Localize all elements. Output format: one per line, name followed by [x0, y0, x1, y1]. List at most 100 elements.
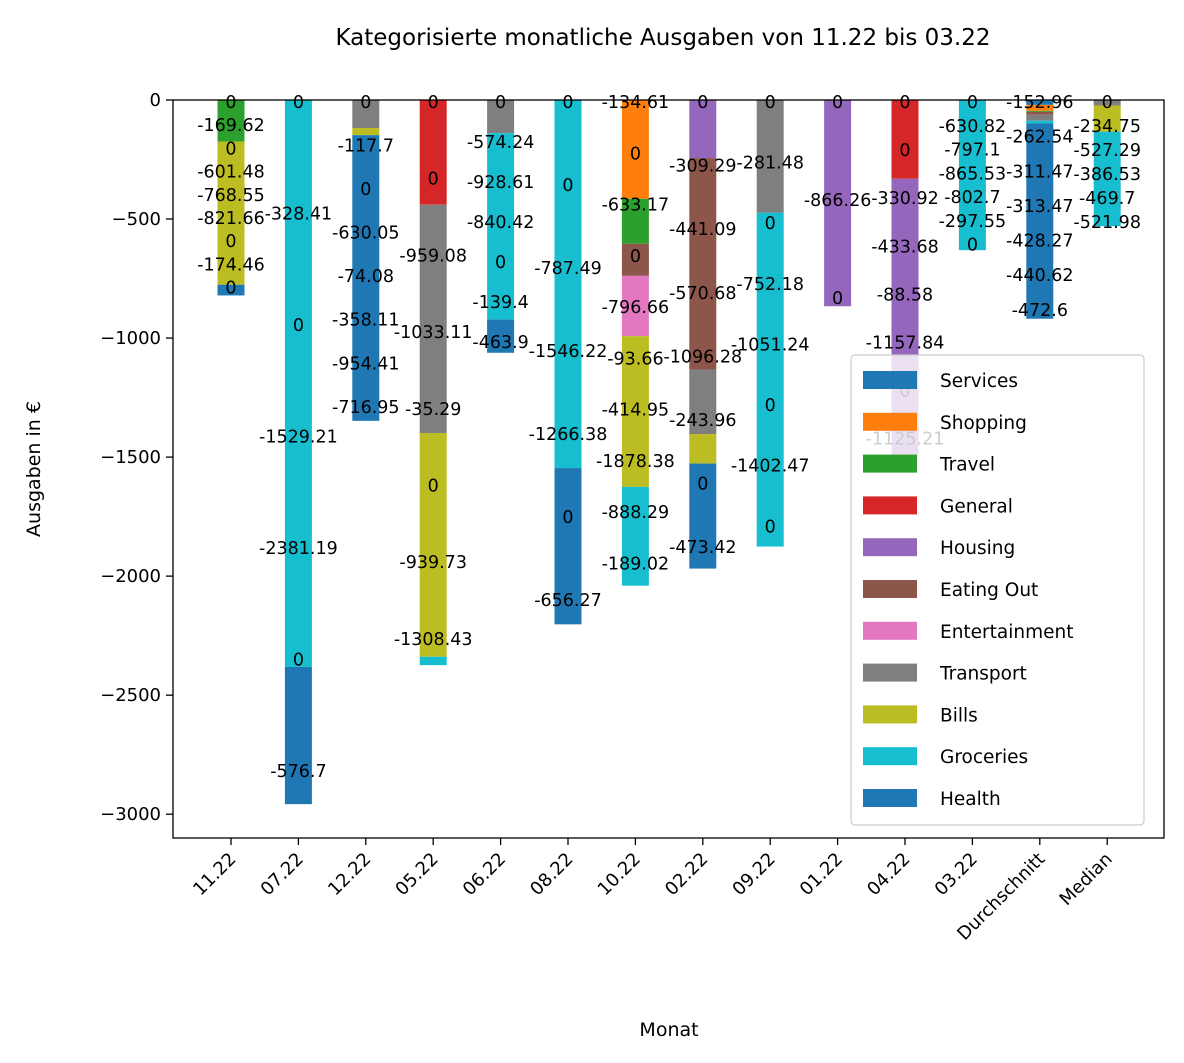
data-label: 0 — [967, 236, 978, 256]
data-label: -601.48 — [197, 163, 265, 183]
bar-segment — [1026, 114, 1054, 121]
data-label: -939.73 — [399, 553, 467, 573]
data-label: 0 — [765, 396, 776, 416]
legend-label: Services — [940, 371, 1018, 392]
bar-segment — [419, 100, 447, 205]
data-label: 0 — [225, 93, 236, 113]
bar-segment — [1026, 104, 1054, 111]
bar-segment — [419, 656, 447, 666]
legend: Services Shopping Travel General Housing Eati… — [850, 354, 1145, 826]
data-label: 0 — [225, 139, 236, 159]
y-tick-label: −500 — [112, 209, 161, 230]
bar-segment — [419, 433, 447, 657]
bar-segment — [217, 284, 245, 296]
data-label: -441.09 — [669, 220, 737, 240]
x-tick-label: 06.22 — [459, 849, 510, 900]
bar-segment — [621, 243, 649, 276]
bar-segment — [487, 319, 515, 353]
legend-label: Entertainment — [940, 622, 1074, 643]
data-label: -570.68 — [669, 284, 737, 304]
data-label: -656.27 — [534, 591, 602, 611]
data-label: -768.55 — [197, 186, 265, 206]
bar-segment — [621, 198, 649, 244]
legend-swatch — [863, 371, 917, 389]
data-label: 0 — [360, 93, 371, 113]
data-label: -865.53 — [939, 164, 1007, 184]
data-label: -88.58 — [877, 285, 933, 305]
data-label: -309.29 — [669, 157, 737, 177]
data-label: -787.49 — [534, 259, 602, 279]
data-label: -954.41 — [332, 354, 400, 374]
data-label: -630.05 — [332, 224, 400, 244]
y-tick-label: −1000 — [100, 328, 161, 349]
data-label: 0 — [765, 517, 776, 537]
bar-segment — [689, 463, 717, 569]
bar-segment — [352, 135, 380, 421]
x-tick-label: 09.22 — [728, 849, 779, 900]
legend-label: Eating Out — [940, 580, 1038, 601]
x-tick-label: 03.22 — [931, 849, 982, 900]
data-label: -576.7 — [270, 762, 326, 782]
data-label: 0 — [428, 170, 439, 190]
data-label: 0 — [428, 93, 439, 113]
data-label: -35.29 — [405, 400, 461, 420]
x-tick-label: 01.22 — [796, 849, 847, 900]
data-label: -1402.47 — [731, 457, 810, 477]
data-label: -330.92 — [871, 189, 939, 209]
bar-segment — [689, 369, 717, 435]
legend-label: General — [940, 496, 1013, 517]
data-label: -1529.21 — [259, 427, 338, 447]
data-label: 0 — [1102, 93, 1113, 113]
data-label: -328.41 — [265, 204, 333, 224]
y-tick-label: −3000 — [100, 804, 161, 825]
x-tick-label: 10.22 — [594, 849, 645, 900]
bar-segment — [621, 275, 649, 337]
bar-stacks — [217, 100, 1121, 805]
bar-segment — [284, 100, 312, 667]
bar-segment — [689, 434, 717, 464]
data-label: 0 — [832, 289, 843, 309]
bar-segment — [352, 128, 380, 136]
legend-box — [850, 354, 1145, 826]
bar-segment — [958, 100, 986, 251]
data-label: 0 — [293, 316, 304, 336]
bar-segment — [1093, 105, 1121, 132]
bar-segment — [1026, 110, 1054, 112]
data-label: 0 — [765, 93, 776, 113]
data-label: -93.66 — [607, 349, 663, 369]
data-label: 0 — [562, 508, 573, 528]
x-tick-label: 12.22 — [324, 849, 375, 900]
data-label: 0 — [697, 93, 708, 113]
legend-swatch — [863, 747, 917, 766]
data-label: -297.55 — [939, 212, 1007, 232]
legend-label: Transport — [939, 664, 1027, 685]
data-label: -521.98 — [1073, 213, 1141, 233]
data-label: -1051.24 — [731, 335, 810, 355]
data-label: -262.54 — [1006, 128, 1074, 148]
data-label: -1096.28 — [663, 347, 742, 367]
data-label: -313.47 — [1006, 197, 1074, 217]
bar-segment — [1093, 100, 1121, 106]
data-label: -574.24 — [467, 133, 535, 153]
bar-segment — [689, 100, 717, 159]
legend-swatch — [863, 538, 917, 557]
data-label: 0 — [428, 476, 439, 496]
legend-swatch — [863, 663, 917, 682]
data-label: -802.7 — [944, 188, 1000, 208]
data-label: -117.7 — [338, 137, 394, 157]
data-label: -630.82 — [939, 117, 1007, 137]
data-label: -152.96 — [1006, 93, 1074, 113]
plot-frame — [172, 99, 1165, 839]
data-label: -1266.38 — [529, 425, 608, 445]
bar-segment — [1026, 111, 1054, 115]
data-label: 0 — [765, 214, 776, 234]
legend-label: Groceries — [940, 747, 1028, 768]
data-label: -440.62 — [1006, 266, 1074, 286]
bar-segment — [621, 486, 649, 586]
y-tick-label: 0 — [150, 90, 161, 111]
x-tick-label: 07.22 — [257, 849, 308, 900]
bar-segment — [621, 336, 649, 487]
legend-swatch — [863, 580, 917, 598]
bar-segment — [824, 100, 852, 307]
